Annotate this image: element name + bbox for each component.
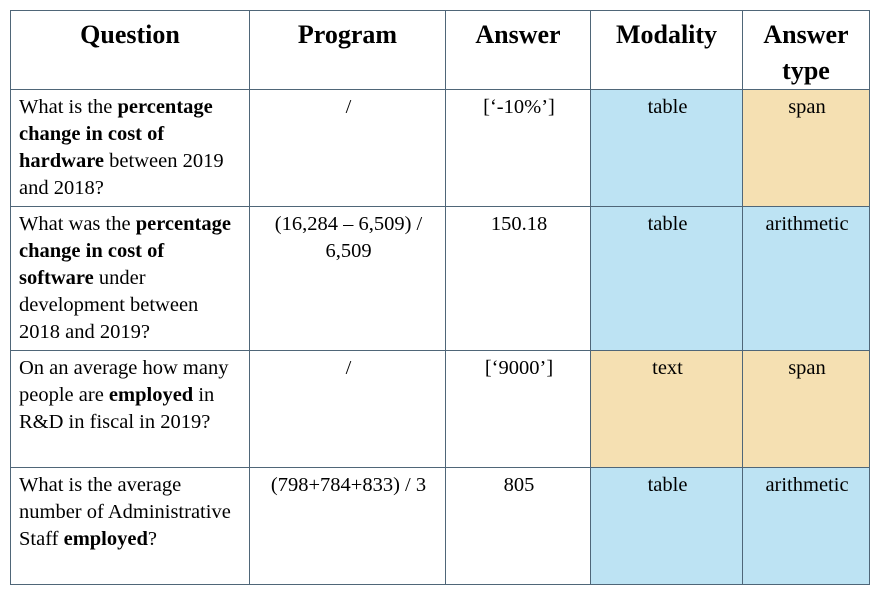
answer-cell: 805 [445,467,591,585]
table-row: What was the percentage change in cost o… [10,206,870,351]
answer-type-cell: arithmetic [742,206,870,351]
header-program: Program [249,10,446,90]
answer-cell: [‘9000’] [445,350,591,468]
header-modality: Modality [590,10,743,90]
modality-cell: table [590,467,743,585]
table-row: What is the percentage change in cost of… [10,89,870,207]
question-cell: What is the average number of Administra… [10,467,250,585]
answer-cell: [‘-10%’] [445,89,591,207]
question-cell: What is the percentage change in cost of… [10,89,250,207]
qa-table: Question Program Answer Modality Answer … [10,10,870,585]
answer-cell: 150.18 [445,206,591,351]
program-cell: (798+784+833) / 3 [249,467,446,585]
program-cell: (16,284 – 6,509) / 6,509 [249,206,446,351]
answer-type-cell: span [742,89,870,207]
header-question: Question [10,10,250,90]
question-cell: What was the percentage change in cost o… [10,206,250,351]
modality-cell: table [590,206,743,351]
table-row: On an average how many people are employ… [10,350,870,468]
modality-cell: text [590,350,743,468]
answer-type-cell: arithmetic [742,467,870,585]
header-row: Question Program Answer Modality Answer … [10,10,870,90]
program-cell: / [249,350,446,468]
header-answer-type: Answer type [742,10,870,90]
question-cell: On an average how many people are employ… [10,350,250,468]
answer-type-cell: span [742,350,870,468]
table-row: What is the average number of Administra… [10,467,870,585]
modality-cell: table [590,89,743,207]
program-cell: / [249,89,446,207]
header-answer: Answer [445,10,591,90]
